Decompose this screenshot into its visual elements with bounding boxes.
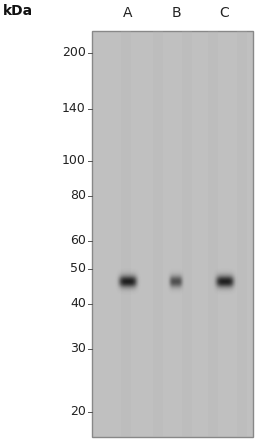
FancyBboxPatch shape — [92, 31, 253, 437]
Text: kDa: kDa — [3, 4, 33, 18]
Bar — [208, 31, 218, 437]
Bar — [237, 31, 247, 437]
Bar — [153, 31, 163, 437]
Text: 30: 30 — [70, 342, 86, 355]
Text: 200: 200 — [62, 46, 86, 59]
Bar — [121, 31, 131, 437]
Text: B: B — [171, 6, 181, 20]
Text: C: C — [220, 6, 229, 20]
Text: 50: 50 — [70, 263, 86, 276]
Text: A: A — [123, 6, 132, 20]
Text: 40: 40 — [70, 297, 86, 310]
Text: 60: 60 — [70, 234, 86, 247]
Text: 20: 20 — [70, 405, 86, 418]
Text: 80: 80 — [70, 189, 86, 202]
Text: 100: 100 — [62, 154, 86, 168]
Text: 140: 140 — [62, 102, 86, 115]
Bar — [183, 31, 192, 437]
